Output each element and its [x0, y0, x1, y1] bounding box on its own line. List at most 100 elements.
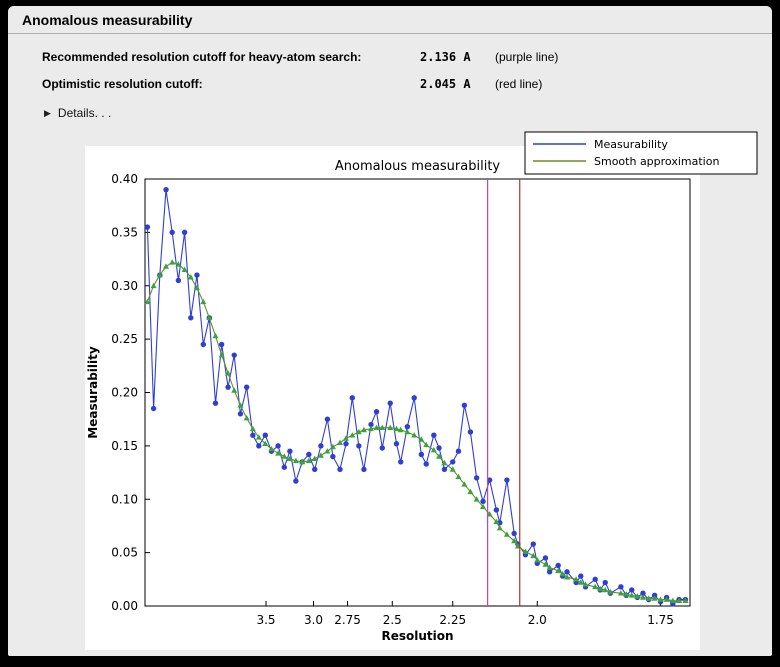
smooth-point [682, 597, 689, 603]
measurability-point [293, 478, 299, 484]
smooth-point [281, 453, 288, 459]
measurability-point [175, 277, 182, 284]
smooth-point [559, 570, 566, 577]
measurability-point [493, 507, 500, 513]
measurability-point [651, 592, 658, 599]
measurability-point [497, 520, 503, 526]
measurability-point [163, 186, 169, 193]
measurability-point [356, 443, 362, 449]
measurability-point [486, 477, 493, 483]
smooth-point [461, 481, 468, 487]
axes-frame [144, 178, 691, 607]
smooth-point [299, 458, 306, 465]
smooth-point [602, 586, 609, 593]
smooth-point [663, 596, 670, 602]
measurability-point [337, 466, 343, 473]
smooth-point [360, 426, 367, 433]
y-tick-label: 0.25 [111, 332, 138, 346]
smooth-point [467, 488, 474, 495]
optimistic-cutoff-value: 2.045 A [420, 77, 471, 91]
smooth-point [349, 432, 356, 438]
details-toggle[interactable]: ▶ Details. . . [44, 106, 111, 120]
measurability-point [431, 432, 437, 438]
smooth-point [237, 402, 244, 408]
smooth-point [255, 434, 262, 440]
smooth-point [268, 446, 275, 452]
smooth-point [387, 424, 394, 430]
measurability-point [306, 451, 312, 458]
smooth-point [305, 457, 312, 464]
y-tick-label: 0.15 [111, 439, 138, 453]
measurability-point [379, 445, 385, 451]
measurability-point [262, 432, 268, 438]
measurability-point [404, 423, 411, 430]
smooth-point [657, 596, 664, 602]
measurability-point [194, 272, 200, 278]
measurability-point [398, 459, 404, 465]
smooth-point [397, 426, 404, 433]
smooth-point [496, 525, 503, 531]
measurability-point [592, 576, 598, 583]
chart-title: Anomalous measurability [335, 159, 501, 174]
smooth-point [592, 583, 599, 590]
smooth-point [343, 435, 349, 441]
measurability-point [578, 573, 584, 579]
y-tick-label: 0.00 [111, 599, 138, 613]
smooth-point [212, 332, 219, 339]
measurability-point [312, 466, 318, 473]
measurability-point [150, 405, 157, 412]
measurability-point [461, 402, 468, 409]
measurability-point [181, 229, 188, 236]
smooth-point [379, 424, 386, 430]
measurability-point [511, 530, 517, 537]
chart-area: Anomalous measurability 3.5 3.0 2.75 2.5 2.25… [85, 128, 760, 656]
info-row-optimistic-cutoff: Optimistic resolution cutoff: 2.045 A (r… [8, 77, 772, 97]
measurability-point [250, 432, 256, 438]
y-tick-label: 0.40 [111, 172, 138, 186]
measurability-point [212, 400, 219, 406]
app-window: Anomalous measurability Recommended reso… [8, 6, 772, 656]
smooth-point [144, 298, 151, 305]
smooth-point [225, 370, 232, 376]
smooth-point [418, 436, 425, 442]
smooth-point [262, 440, 269, 446]
details-label: Details. . . [57, 106, 112, 120]
y-tick-label: 0.30 [111, 279, 138, 293]
x-axis-label: Resolution [381, 629, 453, 643]
smooth-point [175, 261, 182, 267]
series-line-0 [146, 189, 686, 605]
smooth-point [181, 266, 188, 272]
smooth-point [292, 457, 299, 464]
optimistic-cutoff-note: (red line) [495, 77, 543, 91]
smooth-point [607, 589, 614, 595]
smooth-point [582, 581, 589, 587]
measurability-point [542, 555, 549, 561]
measurability-point [243, 384, 250, 390]
smooth-point [651, 595, 658, 601]
measurability-point [387, 400, 393, 406]
measurability-point [200, 341, 206, 348]
smooth-point [193, 284, 200, 291]
smooth-point [368, 425, 374, 432]
measurability-point [275, 443, 281, 449]
smooth-point [275, 450, 282, 456]
smooth-point [393, 425, 400, 432]
measurability-point [324, 416, 331, 422]
measurability-point [411, 395, 417, 401]
y-tick-label: 0.10 [111, 492, 138, 506]
smooth-point [628, 592, 635, 598]
smooth-point [373, 424, 380, 430]
measurability-point [473, 475, 480, 481]
smooth-point [441, 459, 448, 466]
x-tick-label: 3.0 [304, 613, 323, 627]
smooth-point [676, 597, 683, 603]
measurability-point [450, 459, 456, 465]
smooth-point [623, 591, 630, 597]
smooth-point [597, 585, 604, 592]
smooth-point [169, 259, 176, 265]
measurability-point [555, 562, 561, 569]
measurability-point [368, 421, 374, 428]
y-tick-label: 0.05 [111, 546, 138, 560]
x-tick-label: 2.0 [528, 613, 547, 627]
